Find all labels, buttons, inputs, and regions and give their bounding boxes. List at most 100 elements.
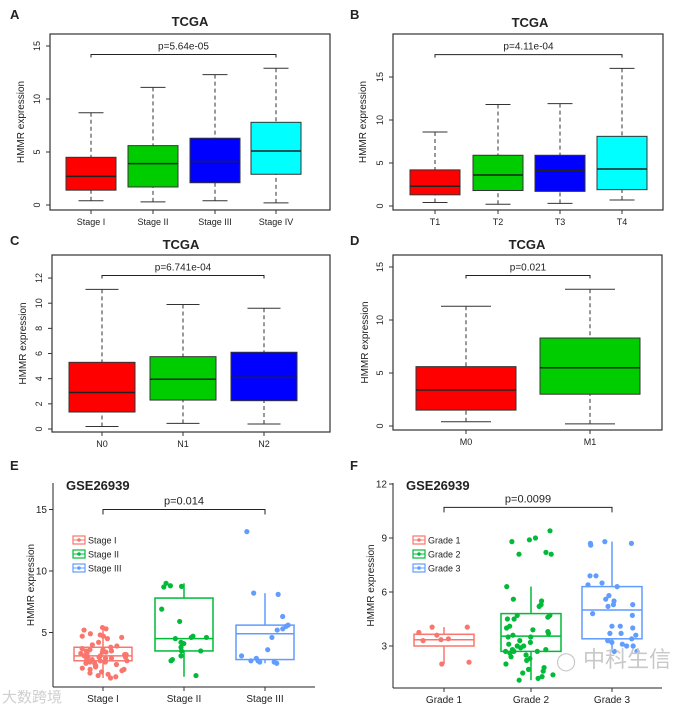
data-point <box>172 636 178 642</box>
legend-key-dot <box>417 538 421 542</box>
x-tick-label: T3 <box>555 217 566 227</box>
panel-c: C TCGA HMMR expression 0 2 4 6 8 10 12 N0 N1 N2 p=6.7… <box>10 233 331 449</box>
data-point <box>95 672 101 679</box>
x-tick-label: Grade 2 <box>513 695 550 706</box>
data-point <box>618 630 624 637</box>
data-point <box>511 616 517 622</box>
data-point <box>464 624 470 630</box>
data-point <box>87 666 93 673</box>
x-tick-label: N0 <box>96 439 108 449</box>
legend-label: Grade 1 <box>428 536 461 546</box>
panel-f: F GSE26939 HMMR expression 3 6 9 12 Grade 1 Grad… <box>350 458 662 706</box>
y-tick-label: 12 <box>34 273 44 283</box>
box-stage-iv <box>250 121 302 175</box>
data-point <box>510 596 516 602</box>
data-point <box>168 658 174 664</box>
data-point <box>265 647 271 653</box>
data-point <box>585 582 591 588</box>
data-point <box>178 648 185 654</box>
data-point <box>527 639 534 646</box>
x-tick-label: Grade 1 <box>426 695 463 706</box>
data-point <box>603 596 609 602</box>
significance-bracket <box>465 274 591 279</box>
data-point <box>634 648 640 655</box>
significance-bracket <box>101 275 265 279</box>
y-axis-label: HMMR expression <box>16 81 27 163</box>
y-tick-label: 9 <box>381 534 387 545</box>
y-tick-label: 6 <box>34 351 44 356</box>
data-point <box>87 631 93 637</box>
data-point <box>545 630 552 637</box>
data-point <box>633 632 639 638</box>
data-point <box>108 655 115 661</box>
panel-e: E GSE26939 HMMR expression 5 10 15 Stage I Stag… <box>10 458 315 705</box>
data-point <box>587 573 593 579</box>
data-point <box>178 583 185 589</box>
data-point <box>629 612 635 619</box>
data-point <box>624 643 630 649</box>
data-point <box>593 573 599 579</box>
x-tick-label: M1 <box>584 437 597 447</box>
data-point <box>630 602 636 608</box>
data-point <box>629 636 635 642</box>
data-point <box>198 648 204 654</box>
data-point <box>588 542 594 548</box>
y-tick-label: 10 <box>32 94 42 104</box>
box-n0 <box>68 361 136 413</box>
legend-label: Stage II <box>88 550 119 560</box>
y-axis-label: HMMR expression <box>26 544 37 626</box>
data-point <box>520 670 526 676</box>
data-point <box>188 634 194 641</box>
data-point <box>238 653 245 659</box>
y-tick-label: 12 <box>376 480 388 491</box>
p-value-label: p=0.014 <box>164 496 204 508</box>
legend-key-dot <box>77 538 81 542</box>
data-point <box>504 616 511 622</box>
data-point <box>532 535 539 541</box>
data-point <box>517 638 523 644</box>
data-point <box>525 666 532 673</box>
data-point <box>438 637 444 643</box>
y-tick-label: 5 <box>41 628 47 639</box>
data-point <box>177 618 183 625</box>
data-point <box>119 634 125 641</box>
legend-key-dot <box>77 552 81 556</box>
data-point <box>505 634 511 640</box>
y-axis-label: HMMR expression <box>358 81 369 163</box>
y-tick-label: 10 <box>36 567 48 578</box>
y-tick-label: 5 <box>375 160 385 165</box>
x-tick-label: Stage III <box>246 694 283 705</box>
data-point <box>605 603 611 610</box>
x-tick-label: T1 <box>430 217 441 227</box>
data-point <box>244 529 250 535</box>
box-stage-i <box>65 156 117 191</box>
significance-bracket <box>90 53 277 58</box>
data-point <box>543 549 549 556</box>
y-tick-label: 5 <box>32 149 42 154</box>
panel-letter: E <box>10 458 19 473</box>
data-point <box>534 648 540 655</box>
x-tick-label: Stage III <box>198 217 232 227</box>
significance-bracket <box>102 509 266 515</box>
legend-key-dot <box>417 566 421 570</box>
legend-label: Grade 3 <box>428 564 461 574</box>
data-point <box>97 658 103 664</box>
data-point <box>539 674 545 680</box>
data-point <box>96 639 102 645</box>
panel-title: TCGA <box>172 14 209 29</box>
data-point <box>528 634 534 640</box>
box-t2 <box>472 154 524 192</box>
panel-letter: D <box>350 233 359 248</box>
data-point <box>178 653 184 659</box>
data-point <box>614 584 620 590</box>
y-tick-label: 3 <box>381 642 387 653</box>
data-point <box>93 664 99 670</box>
box-m0 <box>415 366 517 411</box>
data-point <box>630 643 636 649</box>
plot-frame <box>392 254 663 431</box>
data-point <box>274 627 280 633</box>
data-point <box>547 528 553 534</box>
panel-letter: B <box>350 7 359 22</box>
